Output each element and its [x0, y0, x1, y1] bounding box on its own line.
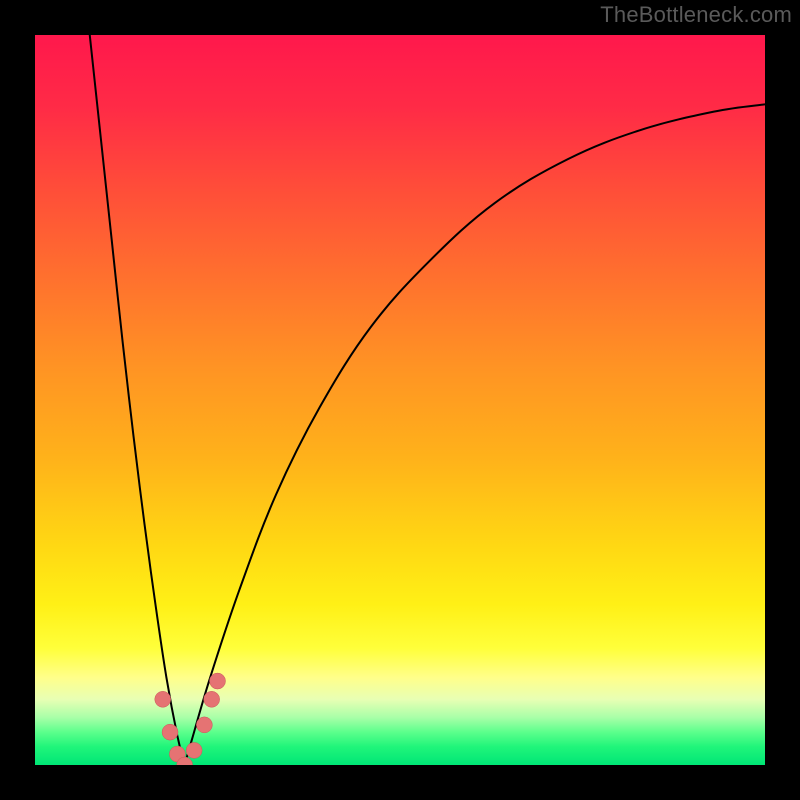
data-marker: [204, 691, 220, 707]
data-marker: [186, 742, 202, 758]
data-marker: [162, 724, 178, 740]
data-marker: [210, 673, 226, 689]
data-marker: [196, 717, 212, 733]
data-marker: [155, 691, 171, 707]
chart-root: TheBottleneck.com: [0, 0, 800, 800]
plot-area: [35, 35, 765, 765]
watermark-label: TheBottleneck.com: [600, 2, 792, 28]
chart-canvas: [0, 0, 800, 800]
